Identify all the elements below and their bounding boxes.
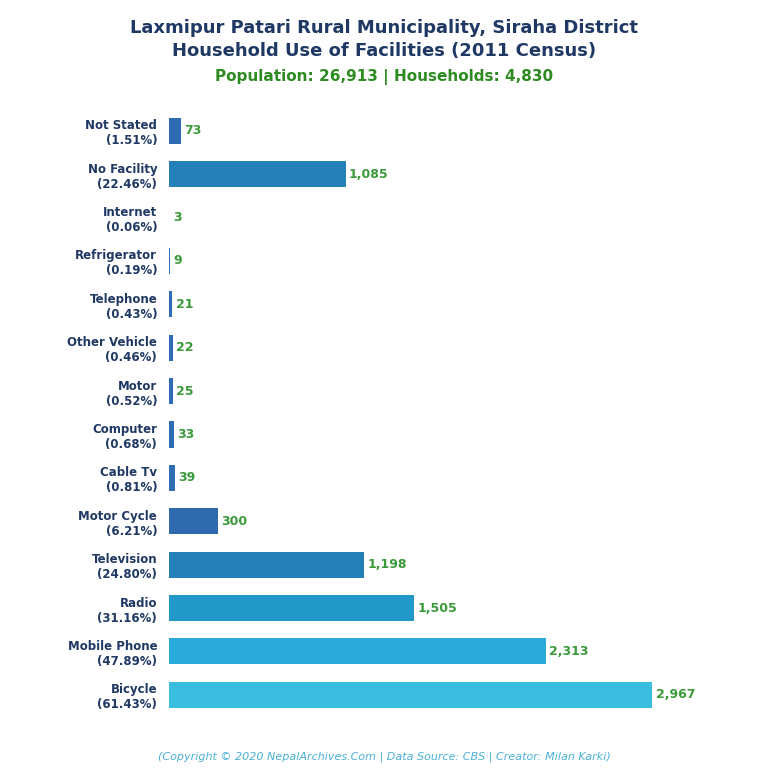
Text: 300: 300 bbox=[221, 515, 247, 528]
Text: 22: 22 bbox=[176, 341, 194, 354]
Bar bbox=[169, 248, 170, 274]
Bar bbox=[169, 291, 172, 317]
Bar bbox=[169, 335, 173, 361]
Text: 73: 73 bbox=[184, 124, 201, 137]
Text: (Copyright © 2020 NepalArchives.Com | Data Source: CBS | Creator: Milan Karki): (Copyright © 2020 NepalArchives.Com | Da… bbox=[157, 751, 611, 762]
Bar bbox=[169, 465, 175, 491]
Text: 1,198: 1,198 bbox=[367, 558, 407, 571]
Bar bbox=[169, 508, 218, 535]
Text: 2,967: 2,967 bbox=[656, 688, 695, 701]
Text: 1,505: 1,505 bbox=[417, 601, 457, 614]
Text: 25: 25 bbox=[177, 385, 194, 398]
Bar bbox=[169, 118, 180, 144]
Text: 2,313: 2,313 bbox=[549, 645, 588, 658]
Text: Population: 26,913 | Households: 4,830: Population: 26,913 | Households: 4,830 bbox=[215, 69, 553, 85]
Bar bbox=[169, 551, 364, 578]
Bar bbox=[169, 638, 546, 664]
Bar bbox=[169, 682, 652, 708]
Text: Laxmipur Patari Rural Municipality, Siraha District: Laxmipur Patari Rural Municipality, Sira… bbox=[130, 19, 638, 37]
Bar bbox=[169, 595, 414, 621]
Text: 3: 3 bbox=[173, 211, 181, 224]
Text: 33: 33 bbox=[177, 428, 195, 441]
Bar bbox=[169, 422, 174, 448]
Text: 1,085: 1,085 bbox=[349, 167, 389, 180]
Text: Household Use of Facilities (2011 Census): Household Use of Facilities (2011 Census… bbox=[172, 42, 596, 60]
Text: 9: 9 bbox=[174, 254, 182, 267]
Bar bbox=[169, 161, 346, 187]
Bar bbox=[169, 378, 173, 404]
Text: 21: 21 bbox=[176, 298, 193, 311]
Text: 39: 39 bbox=[179, 472, 196, 485]
